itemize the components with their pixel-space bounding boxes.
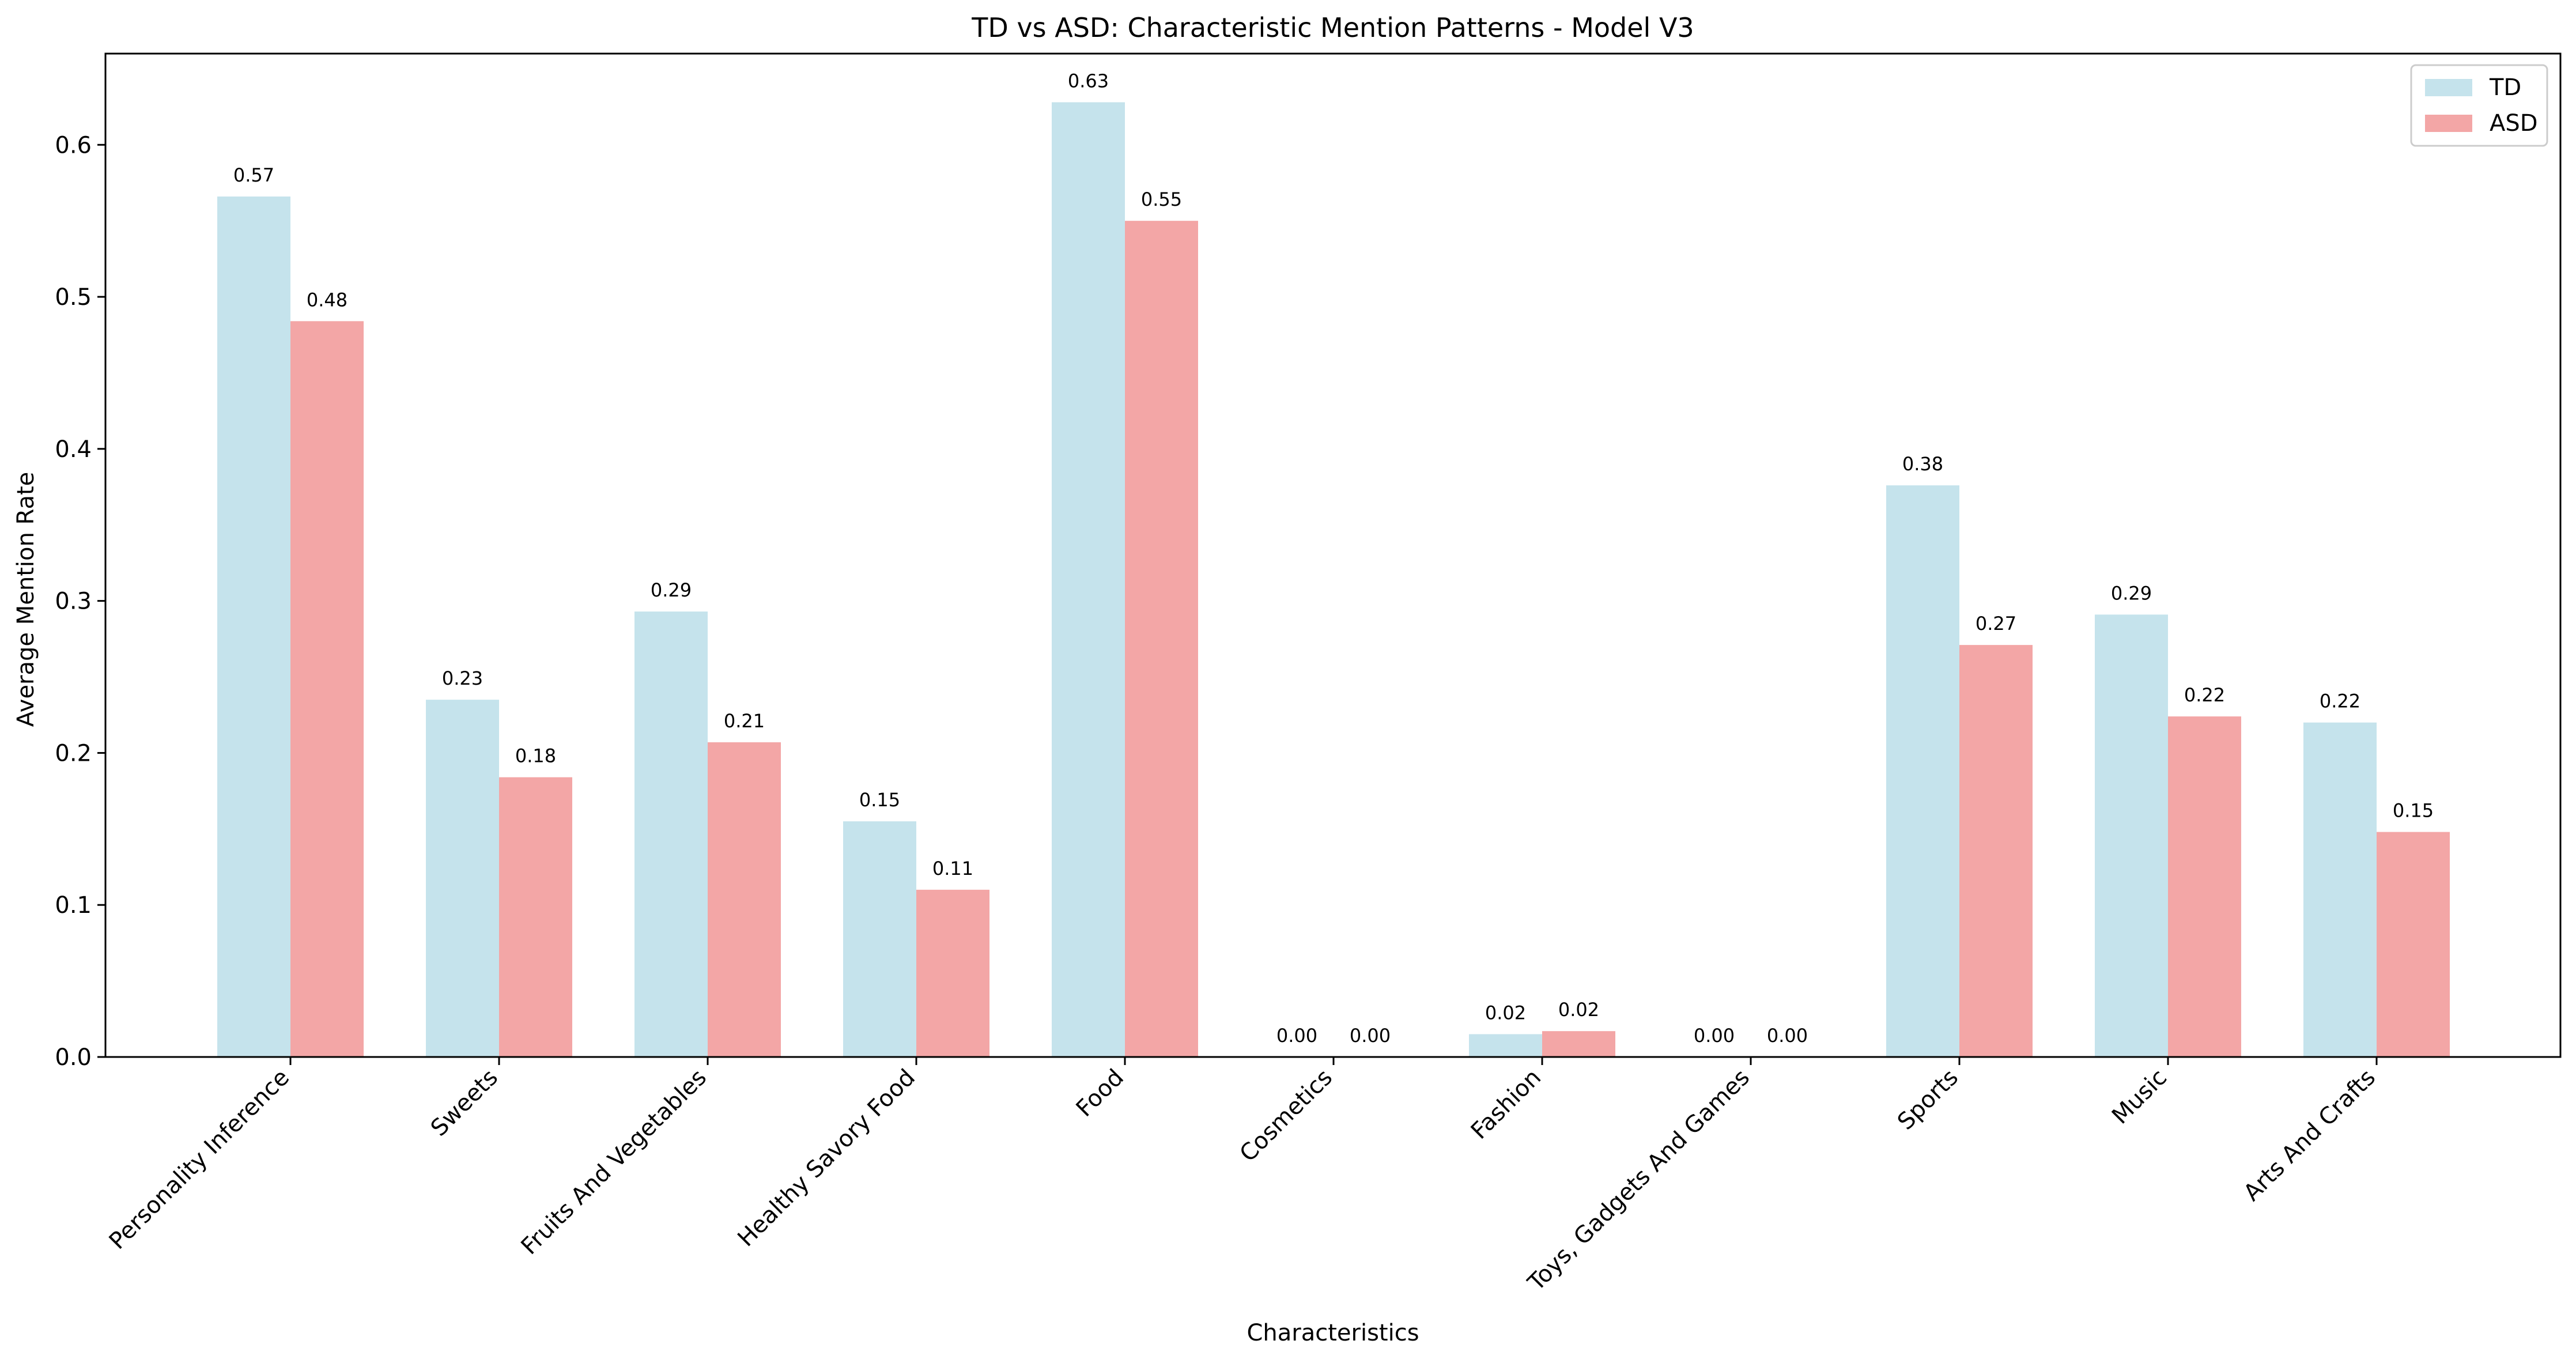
plot-area: 0.57 0.23 0.29 0.15 0.63 0.00 0.02 0.00 0.38 0.29… bbox=[55, 52, 2562, 1297]
y-tick-label-3: 0.3 bbox=[55, 588, 92, 615]
data-label-asd-5: 0.00 bbox=[1350, 1025, 1391, 1047]
bar-asd-1 bbox=[499, 777, 572, 1057]
data-label-asd-4: 0.55 bbox=[1141, 188, 1182, 210]
x-tick-label-6: Fashion bbox=[1466, 1064, 1546, 1145]
x-tick-label-10: Arts And Crafts bbox=[2239, 1064, 2381, 1207]
chart-title: TD vs ASD: Characteristic Mention Patter… bbox=[971, 12, 1694, 43]
bar-asd-4 bbox=[1125, 221, 1198, 1058]
data-label-asd-0: 0.48 bbox=[307, 289, 348, 311]
data-label-asd-3: 0.11 bbox=[932, 858, 973, 879]
data-label-td-1: 0.23 bbox=[442, 667, 483, 689]
data-label-td-8: 0.38 bbox=[1902, 453, 1943, 475]
bar-asd-8 bbox=[1959, 645, 2033, 1057]
data-label-td-9: 0.29 bbox=[2111, 582, 2152, 604]
y-tick-label-1: 0.1 bbox=[55, 892, 92, 919]
y-tick-label-6: 0.6 bbox=[55, 132, 92, 158]
bar-td-4 bbox=[1052, 102, 1125, 1058]
data-label-td-4: 0.63 bbox=[1068, 70, 1109, 92]
y-tick-label-4: 0.4 bbox=[55, 436, 92, 463]
bar-td-6 bbox=[1469, 1034, 1542, 1057]
x-tick-label-3: Healthy Savory Food bbox=[732, 1064, 920, 1252]
x-tick-label-2: Fruits And Vegetables bbox=[516, 1064, 712, 1260]
y-tick-label-2: 0.2 bbox=[55, 740, 92, 767]
bar-asd-2 bbox=[708, 742, 781, 1057]
y-tick-label-5: 0.5 bbox=[55, 284, 92, 311]
bar-td-10 bbox=[2303, 722, 2377, 1057]
bar-asd-9 bbox=[2168, 716, 2241, 1057]
y-tick-label-0: 0.0 bbox=[55, 1044, 92, 1071]
data-label-td-7: 0.00 bbox=[1694, 1025, 1735, 1047]
data-label-td-2: 0.29 bbox=[651, 579, 692, 601]
data-label-asd-8: 0.27 bbox=[1976, 613, 2016, 635]
x-tick-label-0: Personality Inference bbox=[104, 1064, 294, 1255]
bar-asd-10 bbox=[2377, 832, 2450, 1057]
data-label-asd-7: 0.00 bbox=[1767, 1025, 1808, 1047]
data-label-asd-10: 0.15 bbox=[2393, 800, 2434, 822]
bar-td-8 bbox=[1886, 485, 1959, 1057]
legend-label-td: TD bbox=[2489, 74, 2521, 101]
data-label-asd-2: 0.21 bbox=[724, 710, 765, 732]
x-tick-label-8: Sports bbox=[1893, 1064, 1963, 1135]
data-label-asd-9: 0.22 bbox=[2184, 684, 2225, 706]
x-tick-label-4: Food bbox=[1071, 1064, 1129, 1122]
data-label-td-10: 0.22 bbox=[2320, 690, 2360, 712]
data-label-asd-6: 0.02 bbox=[1558, 999, 1599, 1021]
bar-td-3 bbox=[843, 821, 916, 1057]
x-tick-label-1: Sweets bbox=[426, 1064, 503, 1142]
x-tick-label-7: Toys, Gadgets And Games bbox=[1523, 1064, 1755, 1297]
bar-td-2 bbox=[634, 611, 708, 1057]
legend-swatch-td bbox=[2425, 79, 2472, 96]
x-tick-label-9: Music bbox=[2107, 1064, 2172, 1130]
data-label-td-3: 0.15 bbox=[859, 789, 900, 811]
bar-asd-6 bbox=[1542, 1031, 1615, 1057]
legend: TD ASD bbox=[2410, 64, 2548, 147]
bar-td-9 bbox=[2095, 614, 2168, 1057]
legend-label-asd: ASD bbox=[2490, 110, 2538, 137]
x-axis-label: Characteristics bbox=[1247, 1320, 1419, 1346]
data-label-td-6: 0.02 bbox=[1485, 1002, 1526, 1024]
data-label-td-0: 0.57 bbox=[233, 164, 274, 186]
data-label-td-5: 0.00 bbox=[1276, 1025, 1317, 1047]
legend-swatch-asd bbox=[2425, 115, 2472, 132]
bar-td-0 bbox=[217, 196, 290, 1058]
data-label-asd-1: 0.18 bbox=[515, 745, 556, 767]
y-axis-label: Average Mention Rate bbox=[13, 472, 39, 727]
x-tick-label-5: Cosmetics bbox=[1235, 1064, 1338, 1168]
bar-asd-0 bbox=[290, 321, 364, 1058]
bar-td-1 bbox=[426, 700, 499, 1057]
bar-asd-3 bbox=[916, 889, 989, 1057]
